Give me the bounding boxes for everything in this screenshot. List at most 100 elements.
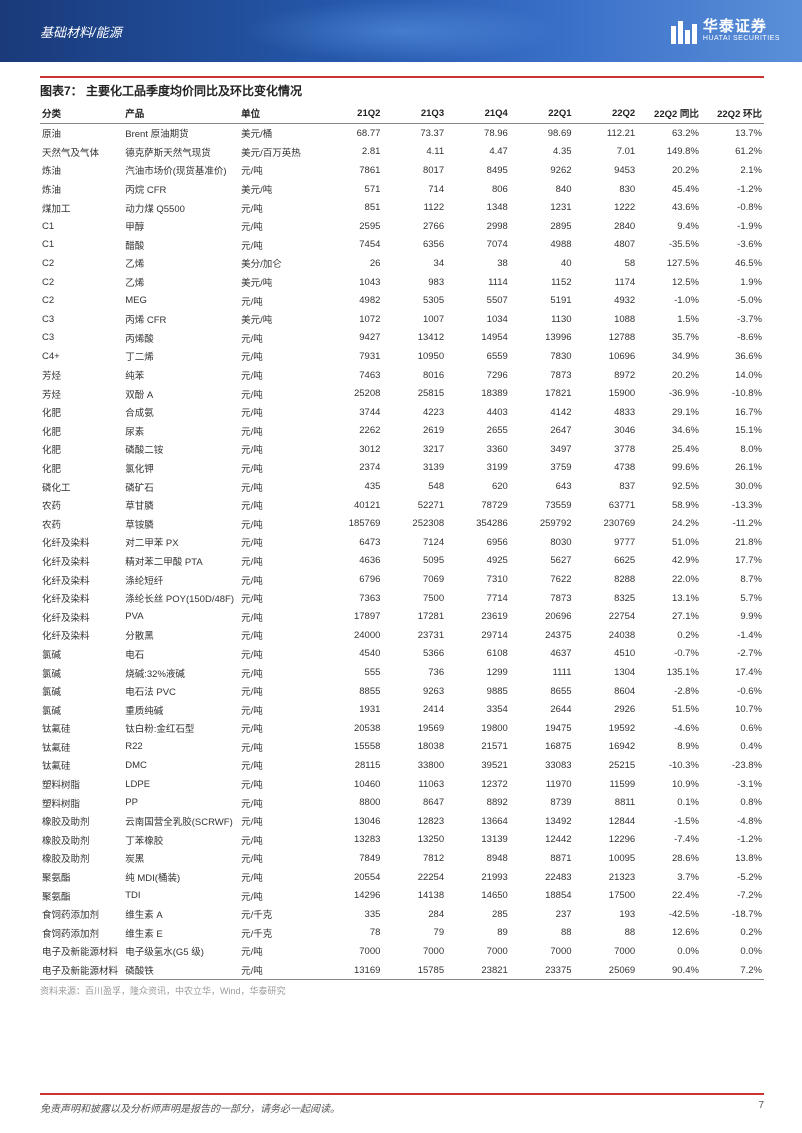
table-cell: 9777 (574, 533, 638, 552)
logo-text: 华泰证券 HUATAI SECURITIES (703, 19, 780, 43)
table-cell: 13250 (382, 831, 446, 850)
table-cell: 4833 (574, 403, 638, 422)
table-row: 食饲药添加剂维生素 A元/千克335284285237193-42.5%-18.… (40, 905, 764, 924)
table-cell: 983 (382, 273, 446, 292)
table-cell: 435 (319, 477, 383, 496)
table-cell: 1348 (446, 198, 510, 217)
table-cell: MEG (123, 291, 239, 310)
table-row: C2MEG元/吨49825305550751914932-1.0%-5.0% (40, 291, 764, 310)
table-cell: 230769 (574, 514, 638, 533)
table-cell: 830 (574, 180, 638, 199)
table-cell: 40 (510, 254, 574, 273)
table-cell: -35.5% (637, 236, 701, 255)
table-cell: 6956 (446, 533, 510, 552)
table-cell: 40121 (319, 496, 383, 515)
table-cell: 63771 (574, 496, 638, 515)
table-cell: 1.5% (637, 310, 701, 329)
table-cell: 元/吨 (239, 756, 319, 775)
table-cell: 电子及新能源材料 (40, 961, 123, 980)
table-cell: 1222 (574, 198, 638, 217)
table-cell: 1111 (510, 663, 574, 682)
table-cell: 7622 (510, 570, 574, 589)
table-cell: 8604 (574, 682, 638, 701)
table-cell: 22.4% (637, 886, 701, 905)
table-cell: 7000 (510, 942, 574, 961)
table-cell: 元/吨 (239, 793, 319, 812)
table-cell: 合成氨 (123, 403, 239, 422)
table-cell: 烧碱:32%液碱 (123, 663, 239, 682)
table-cell: 聚氨酯 (40, 868, 123, 887)
table-cell: 草甘膦 (123, 496, 239, 515)
table-row: 钛氟硅钛白粉:金红石型元/吨2053819569198001947519592-… (40, 719, 764, 738)
table-row: 电子及新能源材料电子级氢水(G5 级)元/吨700070007000700070… (40, 942, 764, 961)
table-cell: 美元/吨 (239, 180, 319, 199)
table-cell: 分散黑 (123, 626, 239, 645)
table-cell: 醋酸 (123, 236, 239, 255)
table-cell: 元/千克 (239, 924, 319, 943)
table-cell: 3217 (382, 440, 446, 459)
table-cell: 钛白粉:金红石型 (123, 719, 239, 738)
data-source: 资料来源：百川盈孚，隆众资讯，中农立华，Wind，华泰研究 (40, 984, 764, 997)
table-cell: 12296 (574, 831, 638, 850)
table-cell: 1931 (319, 700, 383, 719)
table-row: C1醋酸元/吨74546356707449884807-35.5%-3.6% (40, 236, 764, 255)
table-cell: 10950 (382, 347, 446, 366)
table-cell: 元/吨 (239, 329, 319, 348)
brand-name-en: HUATAI SECURITIES (703, 35, 780, 43)
table-cell: 化纤及染料 (40, 626, 123, 645)
table-cell: 25215 (574, 756, 638, 775)
table-cell: 纯苯 (123, 366, 239, 385)
table-cell: 23821 (446, 961, 510, 980)
table-cell: 12372 (446, 775, 510, 794)
table-cell: 42.9% (637, 552, 701, 571)
table-cell: 农药 (40, 514, 123, 533)
table-cell: 643 (510, 477, 574, 496)
table-row: 钛氟硅R22元/吨15558180382157116875169428.9%0.… (40, 738, 764, 757)
table-cell: 5507 (446, 291, 510, 310)
table-cell: 2840 (574, 217, 638, 236)
table-row: 芳烃双酚 A元/吨2520825815183891782115900-36.9%… (40, 384, 764, 403)
table-cell: 元/吨 (239, 496, 319, 515)
table-cell: -10.8% (701, 384, 764, 403)
table-cell: 7310 (446, 570, 510, 589)
table-cell: -36.9% (637, 384, 701, 403)
table-cell: 259792 (510, 514, 574, 533)
brand-logo: 华泰证券 HUATAI SECURITIES (671, 18, 780, 44)
content-area: 图表7： 主要化工品季度均价同比及环比变化情况 分类产品单位21Q221Q321… (0, 62, 802, 997)
table-cell: 元/吨 (239, 403, 319, 422)
table-cell: 美元/桶 (239, 124, 319, 143)
table-cell: 天然气及气体 (40, 143, 123, 162)
table-cell: 2655 (446, 422, 510, 441)
table-cell: 4223 (382, 403, 446, 422)
table-cell: 63.2% (637, 124, 701, 143)
table-cell: 美元/吨 (239, 273, 319, 292)
table-cell: -13.3% (701, 496, 764, 515)
table-cell: 52271 (382, 496, 446, 515)
table-row: 化纤及染料涤纶短纤元/吨6796706973107622828822.0%8.7… (40, 570, 764, 589)
table-cell: 13046 (319, 812, 383, 831)
table-cell: 元/吨 (239, 347, 319, 366)
table-cell: 14296 (319, 886, 383, 905)
table-cell: 4142 (510, 403, 574, 422)
table-cell: 25815 (382, 384, 446, 403)
column-header: 21Q4 (446, 103, 510, 124)
table-cell: 8288 (574, 570, 638, 589)
table-cell: 58.9% (637, 496, 701, 515)
table-cell: 11063 (382, 775, 446, 794)
column-header: 22Q1 (510, 103, 574, 124)
table-cell: 13412 (382, 329, 446, 348)
table-cell: 22.0% (637, 570, 701, 589)
table-cell: 6108 (446, 645, 510, 664)
table-cell: 原油 (40, 124, 123, 143)
table-cell: 7873 (510, 366, 574, 385)
table-cell: TDI (123, 886, 239, 905)
table-cell: 动力煤 Q5500 (123, 198, 239, 217)
table-cell: 23619 (446, 607, 510, 626)
table-cell: 90.4% (637, 961, 701, 980)
table-cell: 92.5% (637, 477, 701, 496)
table-cell: 元/吨 (239, 719, 319, 738)
table-cell: 元/吨 (239, 589, 319, 608)
table-cell: 3139 (382, 459, 446, 478)
table-cell: 磷化工 (40, 477, 123, 496)
table-cell: 化纤及染料 (40, 589, 123, 608)
